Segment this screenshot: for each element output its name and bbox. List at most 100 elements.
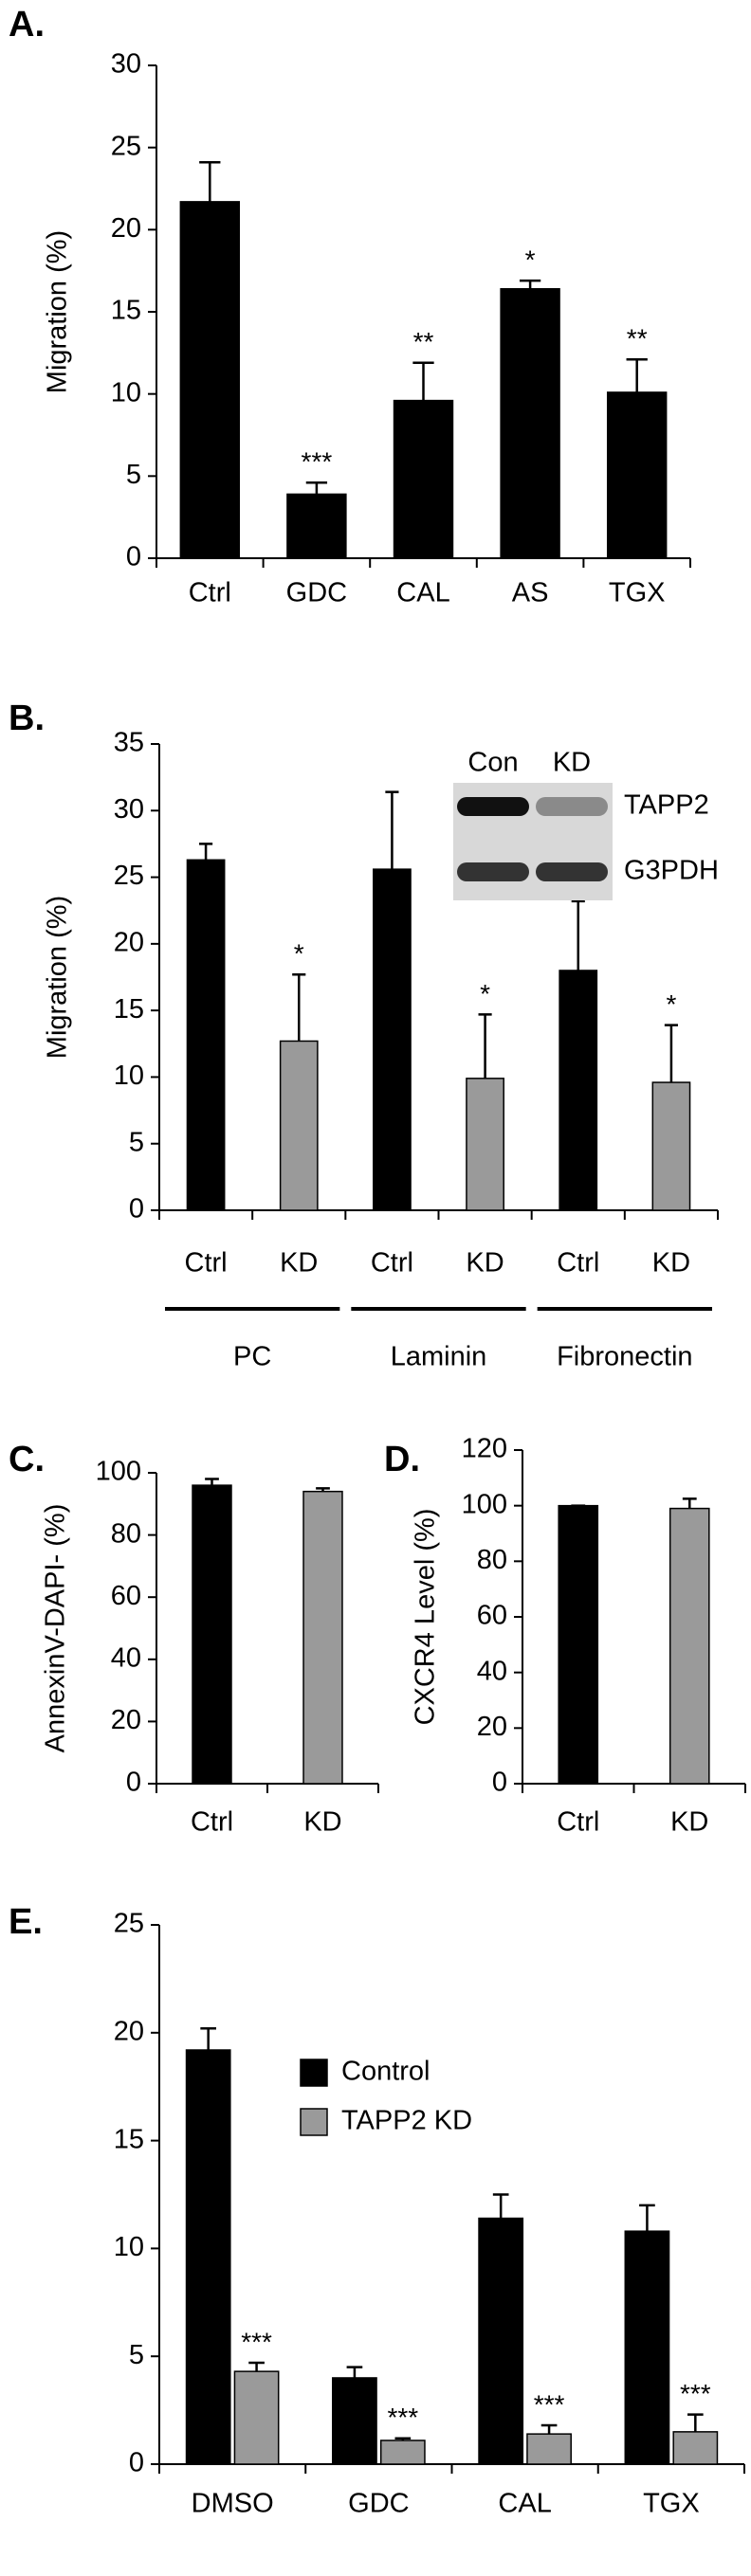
significance-label: * [294, 939, 304, 969]
bar [669, 1507, 710, 1785]
x-tick-label: Ctrl [189, 578, 231, 608]
blot-band [457, 862, 529, 881]
error-bar [394, 2437, 412, 2440]
y-tick-label: 15 [114, 2124, 144, 2154]
x-tick-label: TGX [643, 2489, 700, 2519]
y-tick-label: 15 [111, 296, 141, 326]
error-bar [664, 1024, 678, 1083]
bar [373, 868, 412, 1211]
x-tick-label: KD [652, 1248, 690, 1279]
y-axis-label: CXCR4 Level (%) [411, 1509, 441, 1726]
panel-label: A. [9, 5, 45, 45]
blot-band [536, 797, 608, 816]
y-tick-label: 80 [111, 1518, 141, 1549]
error-bar [639, 2204, 655, 2232]
y-tick-label: 0 [492, 1768, 507, 1798]
bar [332, 2377, 377, 2465]
y-tick-label: 30 [111, 49, 141, 80]
blot-band [536, 862, 608, 881]
y-tick-label: 5 [129, 2340, 144, 2370]
y-tick-label: 5 [126, 460, 141, 490]
significance-label: ** [413, 327, 434, 356]
error-bar [346, 2366, 363, 2378]
bar [186, 859, 226, 1211]
group-label: PC [233, 1342, 271, 1372]
bar [478, 2217, 524, 2465]
x-tick-label: Ctrl [557, 1248, 599, 1279]
panel-label: C. [9, 1440, 45, 1479]
error-bar [248, 2361, 265, 2372]
significance-label: *** [302, 447, 333, 477]
error-bar [571, 899, 585, 971]
legend-swatch [300, 2059, 328, 2087]
y-axis-label: Migration (%) [43, 230, 73, 393]
x-tick-label: Ctrl [371, 1248, 413, 1279]
y-tick-label: 25 [114, 1909, 144, 1939]
bar [672, 2431, 719, 2465]
y-tick-label: 20 [114, 928, 144, 958]
y-tick-label: 0 [129, 2448, 144, 2478]
y-tick-label: 40 [477, 1656, 507, 1686]
y-tick-label: 60 [111, 1581, 141, 1611]
bar [526, 2433, 572, 2465]
bar [606, 391, 668, 559]
y-tick-label: 10 [111, 377, 141, 408]
error-bar [687, 2413, 704, 2432]
error-bar [492, 2193, 509, 2219]
bar [279, 1040, 319, 1211]
error-bar [292, 972, 306, 1042]
blot-column-label: KD [553, 748, 591, 778]
bar [302, 1490, 343, 1785]
y-tick-label: 40 [111, 1642, 141, 1673]
y-tick-label: 10 [114, 1061, 144, 1091]
x-tick-label: AS [512, 578, 549, 608]
y-tick-label: 15 [114, 994, 144, 1025]
x-tick-label: DMSO [192, 2489, 274, 2519]
significance-label: *** [680, 2379, 711, 2408]
y-tick-label: 0 [126, 1768, 141, 1798]
legend-label: Control [341, 2057, 430, 2087]
error-bar [626, 358, 648, 392]
group-label: Fibronectin [557, 1342, 692, 1372]
panel-label: B. [9, 698, 45, 738]
y-tick-label: 25 [114, 861, 144, 891]
y-tick-label: 100 [462, 1489, 507, 1519]
significance-label: * [666, 989, 676, 1019]
significance-label: * [525, 245, 536, 274]
error-bar [478, 1013, 492, 1079]
error-bar [412, 361, 434, 401]
y-tick-label: 0 [126, 542, 141, 572]
legend-label: TAPP2 KD [341, 2106, 472, 2136]
y-tick-label: 20 [111, 213, 141, 244]
y-tick-label: 120 [462, 1434, 507, 1464]
bar [559, 970, 598, 1211]
y-tick-label: 100 [96, 1457, 141, 1487]
group-label: Laminin [391, 1342, 487, 1372]
bar [393, 399, 454, 559]
bar [233, 2370, 280, 2465]
panel-label: D. [384, 1440, 420, 1479]
x-tick-label: GDC [348, 2489, 409, 2519]
significance-label: *** [241, 2327, 272, 2356]
significance-label: ** [627, 324, 648, 354]
error-bar [540, 2423, 558, 2435]
x-tick-label: KD [280, 1248, 318, 1279]
bar [500, 287, 560, 559]
blot-band [457, 797, 529, 816]
error-bar [199, 843, 213, 861]
bar [651, 1081, 691, 1211]
bar [466, 1078, 504, 1211]
y-tick-label: 5 [129, 1127, 144, 1157]
y-tick-label: 0 [129, 1194, 144, 1225]
error-bar [305, 481, 328, 495]
significance-label: * [480, 979, 490, 1008]
y-axis-label: Migration (%) [43, 896, 73, 1059]
x-tick-label: KD [670, 1807, 708, 1838]
x-tick-label: TGX [609, 578, 666, 608]
y-tick-label: 20 [114, 2016, 144, 2046]
y-tick-label: 60 [477, 1601, 507, 1631]
bar [179, 201, 241, 559]
x-tick-label: Ctrl [557, 1807, 599, 1838]
x-tick-label: KD [466, 1248, 504, 1279]
